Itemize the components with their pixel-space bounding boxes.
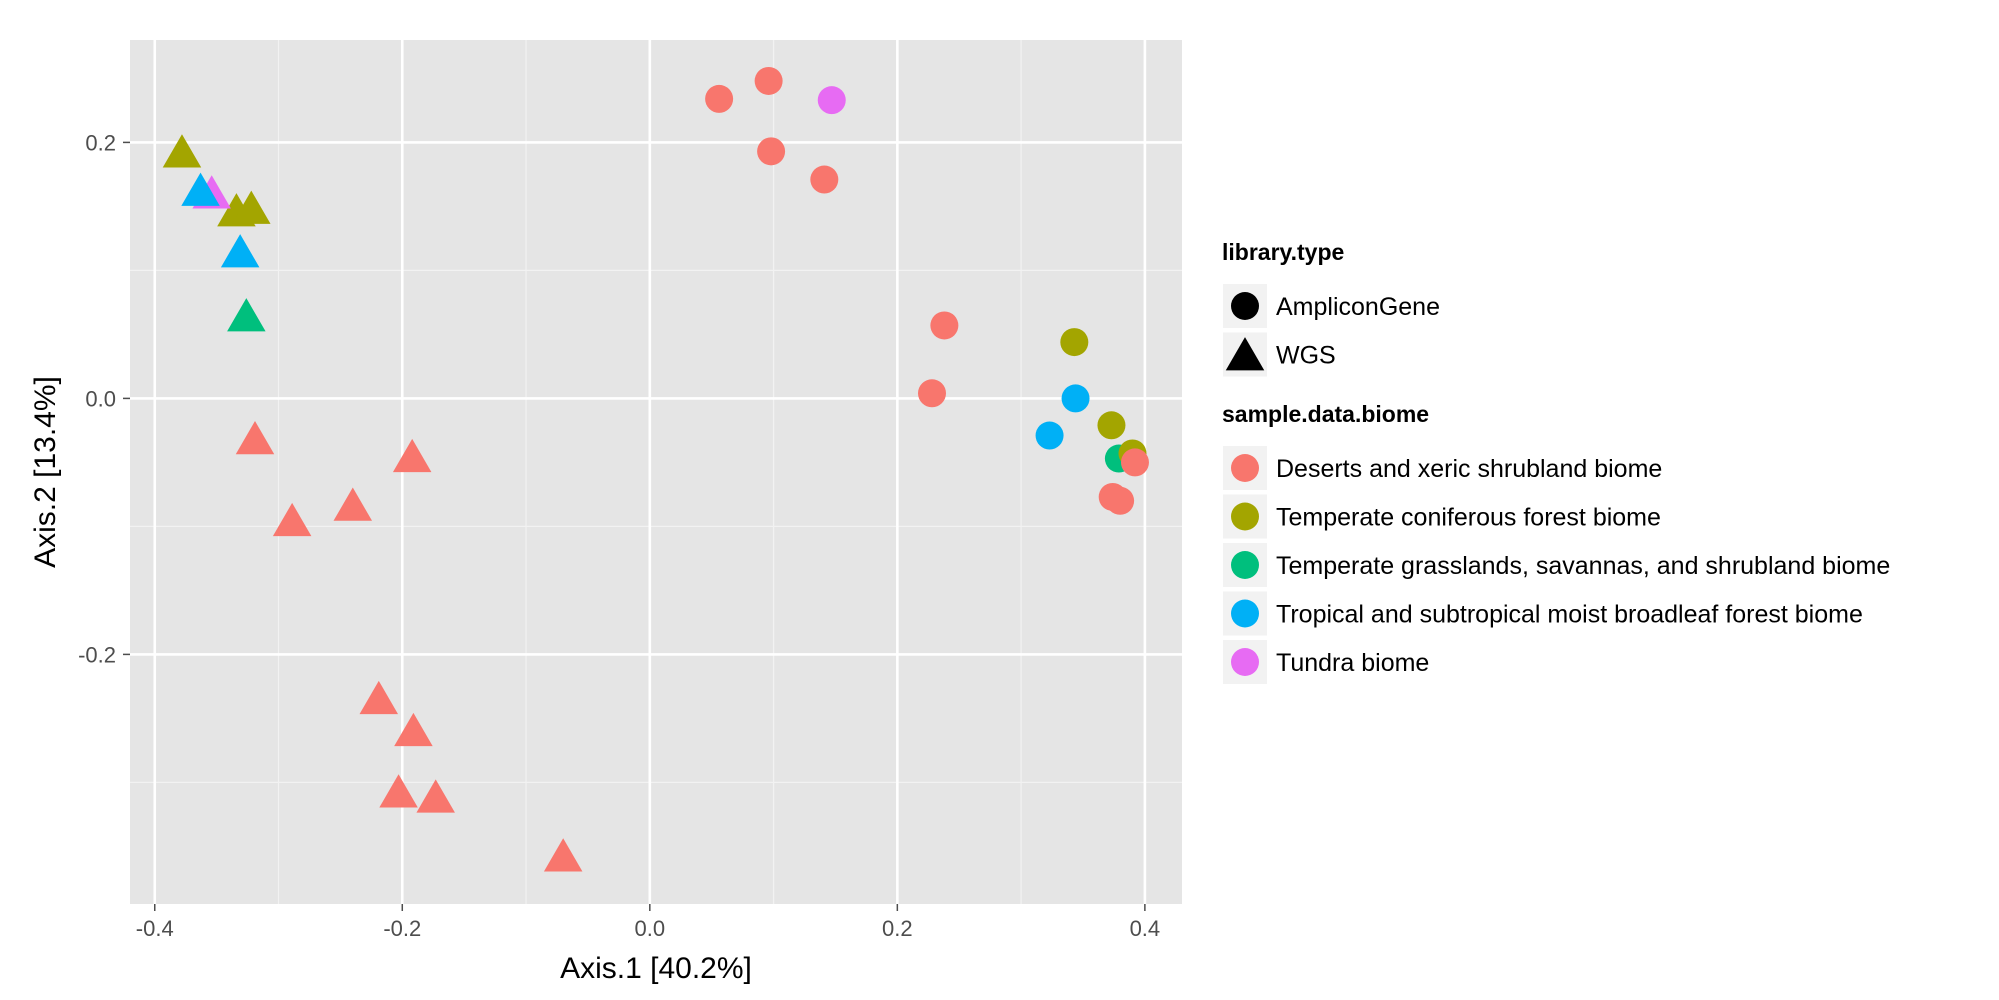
legend-key-triangle (1225, 337, 1265, 371)
data-point (333, 487, 373, 521)
legend-label: Tropical and subtropical moist broadleaf… (1276, 601, 1863, 629)
data-point (810, 165, 839, 194)
legend-color-swatch (1231, 454, 1259, 482)
data-point (543, 838, 583, 872)
legend-shape-title: library.type (1222, 239, 1344, 265)
data-point (817, 86, 846, 115)
data-point (754, 66, 783, 95)
legend-label: WGS (1276, 342, 1336, 370)
data-point (379, 774, 418, 808)
x-tick-label: 0.0 (635, 916, 666, 941)
data-point (416, 779, 455, 813)
data-point (392, 438, 432, 473)
axis-ticks: -0.4 -0.2 0.0 0.2 0.4 -0.2 0.0 0.2 (78, 130, 1160, 941)
x-tick-label: 0.4 (1130, 916, 1161, 941)
data-point (220, 234, 260, 268)
data-point (235, 420, 275, 455)
plot-panel (130, 40, 1182, 904)
legend-color-swatch (1231, 502, 1259, 531)
x-tick-label: -0.4 (136, 916, 174, 941)
y-tick-label: 0.0 (85, 386, 116, 411)
y-tick-label: 0.2 (85, 130, 116, 155)
legend-label: Deserts and xeric shrubland biome (1276, 455, 1662, 483)
legend-color-swatch (1231, 648, 1259, 676)
data-point (272, 502, 312, 537)
x-axis-title: Axis.1 [40.2%] (560, 952, 752, 985)
legend: library.type AmpliconGene WGS sample.data.b… (1222, 239, 1890, 684)
data-point (162, 134, 202, 168)
data-point (1060, 328, 1089, 357)
data-point (1035, 421, 1064, 450)
legend-color-title: sample.data.biome (1222, 401, 1429, 427)
data-point (1097, 411, 1126, 440)
legend-key-circle (1231, 292, 1259, 320)
legend-label: Tundra biome (1276, 649, 1429, 677)
x-tick-label: 0.2 (882, 916, 913, 941)
y-tick-label: -0.2 (78, 642, 116, 667)
data-point (232, 190, 271, 224)
grid (130, 40, 1182, 904)
legend-label: AmpliconGene (1276, 293, 1440, 321)
x-tick-label: -0.2 (383, 916, 421, 941)
data-point (359, 680, 399, 715)
y-axis-title: Axis.2 [13.4%] (29, 376, 62, 568)
data-point (394, 712, 433, 747)
data-point (1106, 486, 1135, 515)
data-point (1061, 384, 1090, 413)
data-point (757, 137, 786, 166)
data-point (705, 84, 734, 113)
data-point (227, 298, 266, 332)
legend-color-swatch (1231, 599, 1259, 628)
legend-label: Temperate grasslands, savannas, and shru… (1276, 552, 1890, 580)
data-points (162, 66, 1149, 872)
legend-color-swatch (1231, 551, 1259, 579)
data-point (1120, 448, 1149, 477)
legend-label: Temperate coniferous forest biome (1276, 504, 1661, 532)
data-point (181, 172, 220, 206)
data-point (930, 311, 959, 340)
data-point (917, 379, 946, 408)
